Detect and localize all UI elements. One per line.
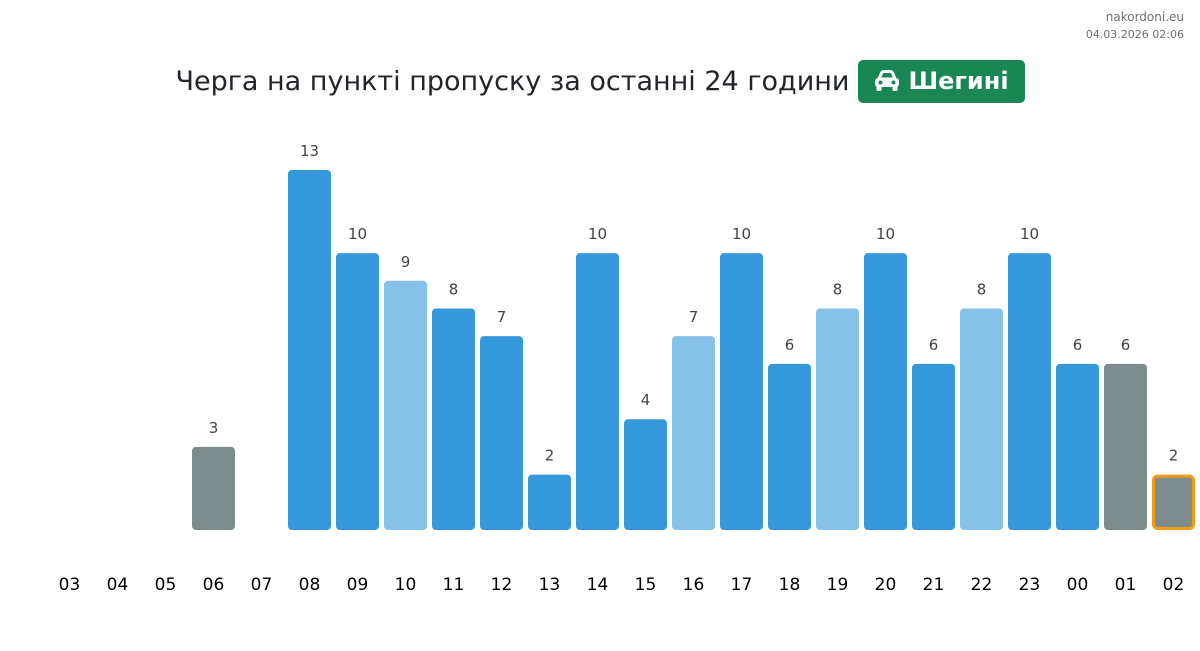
x-tick-label: 02 (1163, 575, 1185, 595)
bar-value-label: 6 (1073, 336, 1083, 354)
bar (336, 253, 379, 531)
x-tick-label: 16 (683, 575, 705, 595)
x-tick-label: 20 (875, 575, 897, 595)
watermark: nakordoni.eu 04.03.2026 02:06 (1086, 9, 1184, 43)
x-tick-label: 22 (971, 575, 993, 595)
x-tick-label: 14 (587, 575, 609, 595)
bar-value-label: 4 (641, 391, 651, 409)
bar (576, 253, 619, 531)
x-tick-label: 13 (539, 575, 561, 595)
x-tick-label: 09 (347, 575, 369, 595)
bar-value-label: 6 (929, 336, 939, 354)
bar-value-label: 7 (497, 308, 507, 326)
checkpoint-name: Шегині (908, 67, 1009, 95)
bar (864, 253, 907, 531)
bar-value-label: 9 (401, 253, 411, 271)
bar (816, 308, 859, 530)
bar-value-label: 10 (588, 225, 607, 243)
x-tick-label: 10 (395, 575, 417, 595)
bar-value-label: 7 (689, 308, 699, 326)
bar (672, 336, 715, 530)
bar-value-label: 8 (833, 280, 843, 298)
x-tick-label: 00 (1067, 575, 1089, 595)
x-tick-label: 15 (635, 575, 657, 595)
bar-value-label: 8 (977, 280, 987, 298)
x-tick-label: 05 (155, 575, 177, 595)
bar-value-label: 6 (1121, 336, 1131, 354)
bar (1056, 363, 1099, 530)
bar-value-label: 10 (876, 225, 895, 243)
bar (1104, 363, 1147, 530)
x-tick-label: 18 (779, 575, 801, 595)
bar-current-hour (1152, 474, 1195, 531)
bar (912, 363, 955, 530)
bar (624, 419, 667, 530)
bar-value-label: 2 (1169, 447, 1179, 465)
bar-value-label: 10 (732, 225, 751, 243)
x-tick-label: 08 (299, 575, 321, 595)
checkpoint-badge: Шегині (858, 59, 1025, 103)
bar (768, 363, 811, 530)
bar (960, 308, 1003, 530)
x-tick-label: 21 (923, 575, 945, 595)
bar-value-label: 8 (449, 280, 459, 298)
x-tick-label: 01 (1115, 575, 1137, 595)
x-tick-label: 11 (443, 575, 465, 595)
bar (192, 446, 235, 530)
x-tick-label: 03 (59, 575, 81, 595)
chart-header: Черга на пункті пропуску за останні 24 г… (0, 59, 1200, 103)
bar-value-label: 10 (1020, 225, 1039, 243)
bar (384, 280, 427, 530)
watermark-site: nakordoni.eu (1105, 10, 1184, 24)
bar (528, 474, 571, 530)
x-tick-label: 23 (1019, 575, 1041, 595)
x-tick-label: 12 (491, 575, 513, 595)
bar-value-label: 10 (348, 225, 367, 243)
watermark-datetime: 04.03.2026 02:06 (1085, 28, 1184, 41)
bar-value-label: 13 (300, 142, 319, 160)
bar-value-label: 2 (545, 447, 555, 465)
bar (720, 253, 763, 531)
x-tick-label: 04 (107, 575, 129, 595)
bar (288, 170, 331, 530)
bar (480, 336, 523, 530)
chart-title: Черга на пункті пропуску за останні 24 г… (175, 65, 850, 97)
x-tick-label: 07 (251, 575, 273, 595)
bar (1008, 253, 1051, 531)
x-tick-label: 17 (731, 575, 753, 595)
x-tick-label: 19 (827, 575, 849, 595)
bar-value-label: 3 (209, 419, 219, 437)
bar (432, 308, 475, 530)
x-tick-label: 06 (203, 575, 225, 595)
car-icon (875, 70, 900, 91)
bar-value-label: 6 (785, 336, 795, 354)
